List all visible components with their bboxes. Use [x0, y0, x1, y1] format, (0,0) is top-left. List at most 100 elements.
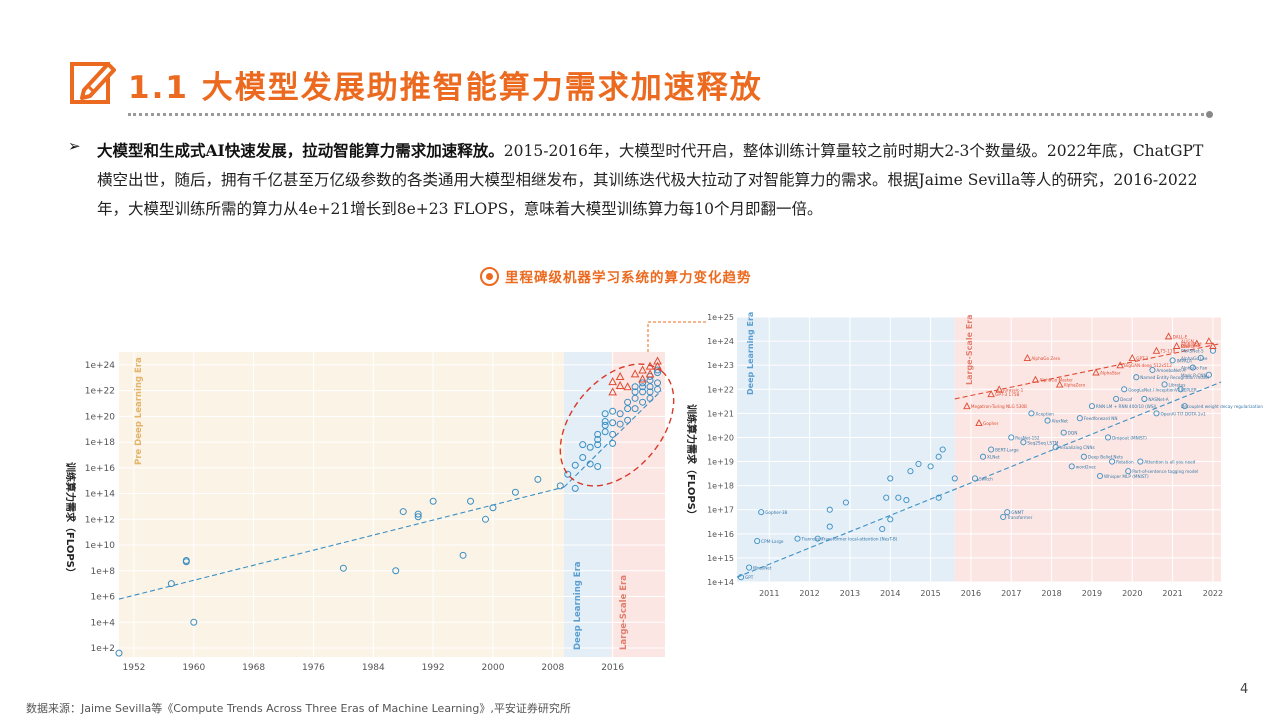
data-point: [883, 494, 890, 501]
target-dot-icon: [480, 266, 499, 286]
data-point-triangle: [1055, 380, 1064, 388]
data-point: [979, 453, 987, 460]
data-point: [794, 535, 801, 542]
y-tick-label: 1e+21: [707, 409, 734, 418]
data-point: [935, 453, 942, 460]
point-label: DQN: [1068, 431, 1078, 436]
data-point: [1181, 403, 1188, 410]
data-point: [758, 509, 765, 516]
point-label: word2vec: [1076, 464, 1097, 469]
data-point: [609, 439, 617, 447]
data-point: [609, 407, 617, 415]
data-point: [586, 460, 594, 468]
y-tick-label: 1e+22: [85, 387, 115, 397]
data-point-triangle: [1193, 339, 1201, 347]
data-point: [1052, 444, 1059, 451]
data-point: [167, 580, 175, 588]
era-label-ls: Large-Scale Era: [965, 314, 974, 385]
point-label: CLIP: [1181, 344, 1190, 349]
data-point-triangle: [615, 371, 625, 380]
data-point: [639, 388, 647, 396]
data-point-triangle: [995, 385, 1003, 393]
x-tick-label: 2000: [482, 663, 505, 673]
data-point: [624, 398, 632, 406]
point-label: Named Entity Recognition model: [1140, 375, 1209, 380]
y-tick-label: 1e+20: [85, 412, 116, 422]
data-point: [737, 574, 745, 581]
data-point: [1000, 513, 1007, 521]
data-point: [429, 497, 437, 505]
data-point: [879, 525, 886, 533]
data-point: [1076, 415, 1083, 422]
data-point: [903, 497, 910, 504]
point-label: RNN LM + RNN 400/10 (WSJ): [1096, 404, 1157, 409]
data-point: [392, 567, 400, 575]
point-label: AlphaZero: [1064, 382, 1086, 387]
point-label: Dropout (MNIST): [1112, 435, 1147, 440]
data-point: [814, 535, 821, 542]
data-point: [1113, 395, 1120, 402]
data-point: [1080, 453, 1087, 460]
point-label: AlphaStar: [1100, 370, 1121, 375]
left-chart: 1e+2 1e+4 1e+6 1e+8 1e+10 1e+12 1e+14 1e+16 1e+1…: [64, 352, 675, 673]
data-point: [489, 504, 497, 512]
point-label: NASNet-A: [1148, 397, 1168, 402]
x-tick-label: 2015: [920, 589, 940, 598]
x-tick-label: 2018: [1041, 589, 1061, 598]
data-point: [571, 461, 579, 469]
era-label-ls: Large-Scale Era: [619, 575, 629, 650]
data-point-triangle: [987, 390, 995, 398]
data-point-triangle: [963, 402, 971, 410]
point-label: Seq2Seq LSTM: [1027, 440, 1058, 445]
data-point-triangle: [1172, 341, 1181, 349]
data-point: [1137, 458, 1144, 465]
y-axis-label: 训练算力需求（FLOPS）: [64, 462, 77, 578]
intro-text: 2015-2016年，大模型时代开启，整体训练计算量较之前时期大2-3个数量级。…: [97, 142, 1204, 218]
point-label: AlphaGo Fan: [1181, 366, 1208, 371]
y-tick-label: 1e+4: [90, 618, 115, 628]
data-point: [1008, 434, 1015, 441]
y-tick-label: 1e+15: [707, 554, 734, 563]
data-point: [639, 383, 647, 391]
y-tick-label: 1e+22: [707, 385, 734, 394]
data-point: [609, 419, 617, 427]
point-label: GPT-2: [1136, 356, 1148, 361]
title-divider: [128, 113, 1210, 116]
data-point: [459, 551, 467, 559]
data-point: [1088, 403, 1095, 410]
trend-line-pre-dl: [118, 486, 565, 600]
intro-paragraph: 大模型和生成式AI快速发展，拉动智能算力需求加速释放。2015-2016年，大模…: [97, 136, 1212, 224]
era-label-dl: Deep Learning Era: [573, 561, 583, 650]
point-label: Jurassic-1: [1002, 387, 1024, 392]
data-point: [414, 513, 422, 521]
point-label: AlphaGo Lee: [1181, 356, 1208, 361]
data-point: [594, 463, 602, 471]
dl-era-bg: [564, 352, 612, 657]
data-point: [601, 417, 609, 425]
y-tick-label: 1e+14: [707, 578, 734, 587]
point-label: Whisper MLP (MNIST): [1104, 474, 1149, 479]
y-tick-label: 1e+16: [707, 530, 734, 539]
data-point: [971, 475, 979, 482]
data-point-triangle: [1031, 375, 1040, 383]
y-tick-label: 1e+18: [707, 482, 734, 491]
x-tick-label: 2022: [1203, 589, 1223, 598]
data-point: [842, 499, 849, 506]
point-label: Meena: [1181, 344, 1195, 349]
data-point: [594, 430, 602, 438]
point-label: BigGAN-deep 512x512: [1124, 363, 1172, 368]
data-point-triangle: [653, 356, 662, 365]
zoom-callout: [647, 321, 708, 352]
data-point: [1020, 439, 1027, 446]
era-label-dl: Deep Learning Era: [746, 312, 755, 395]
data-point: [564, 470, 572, 478]
data-point: [609, 430, 617, 438]
x-tick-label: 2011: [759, 589, 779, 598]
data-point: [115, 649, 123, 657]
data-point: [1068, 463, 1075, 470]
y-tick-label: 1e+24: [85, 361, 116, 371]
trend-line-dl: [736, 381, 1222, 578]
point-label: ALIGN: [1181, 339, 1194, 344]
point-label: Tianrenshi: [801, 537, 824, 542]
